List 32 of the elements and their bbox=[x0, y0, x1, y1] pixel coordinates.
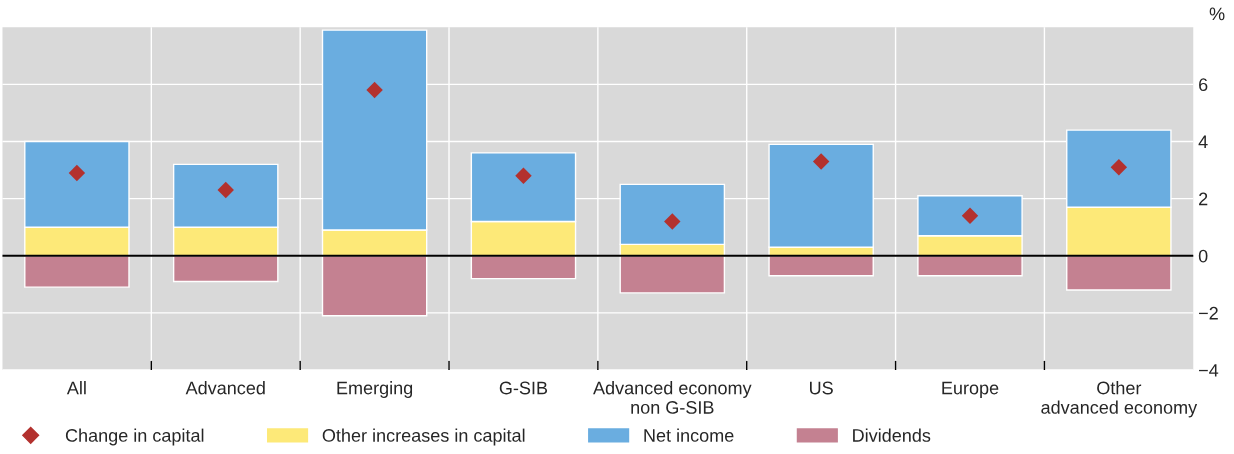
y-tick-label: −2 bbox=[1199, 306, 1218, 320]
x-tick-label: Advanced economy non G-SIB bbox=[593, 381, 752, 414]
y-tick-label: 4 bbox=[1198, 135, 1208, 149]
point bbox=[961, 207, 979, 224]
y-tick-label: 2 bbox=[1199, 192, 1208, 206]
y-tick-label: −4 bbox=[1199, 364, 1219, 377]
point bbox=[515, 167, 532, 184]
point bbox=[1110, 158, 1128, 176]
x-tick-label: US bbox=[810, 381, 833, 395]
legend-label: Change in capital bbox=[65, 428, 204, 446]
point bbox=[812, 153, 830, 170]
point bbox=[664, 213, 681, 230]
x-tick-label: Advanced bbox=[185, 381, 265, 395]
bar bbox=[172, 255, 279, 283]
y-tick-label: 0 bbox=[1198, 249, 1208, 263]
point bbox=[217, 181, 234, 199]
legend-label: Other increases in capital bbox=[322, 428, 525, 446]
y-axis-title: % bbox=[1209, 7, 1225, 21]
bar bbox=[470, 255, 577, 280]
point bbox=[68, 164, 86, 182]
x-tick-label: Emerging bbox=[337, 381, 413, 398]
bar bbox=[24, 255, 130, 288]
legend-label: Net income bbox=[644, 428, 734, 442]
bar bbox=[1066, 255, 1172, 291]
x-tick-label: Europe bbox=[942, 381, 999, 398]
y-tick-label: 6 bbox=[1199, 78, 1208, 92]
x-tick-label: All bbox=[66, 381, 86, 395]
point bbox=[366, 81, 383, 99]
x-tick-label: Other advanced economy bbox=[1041, 381, 1198, 418]
legend-label: Dividends bbox=[853, 428, 931, 442]
bar bbox=[619, 255, 726, 294]
x-tick-label: G-SIB bbox=[499, 381, 548, 395]
